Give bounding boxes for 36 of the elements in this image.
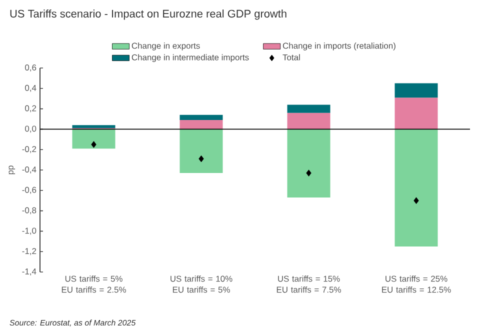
x-tick-label: US tariffs = 15% EU tariffs = 7.5% xyxy=(276,276,341,293)
legend-label: Total xyxy=(282,54,300,60)
x-tick-label: US tariffs = 10% EU tariffs = 5% xyxy=(170,276,232,293)
bar xyxy=(180,114,223,120)
bar xyxy=(72,125,116,128)
bar xyxy=(287,104,330,113)
y-tick-label: -0,8 xyxy=(22,207,36,214)
bar xyxy=(180,129,223,174)
y-tick-label: -0,6 xyxy=(22,186,36,194)
bar xyxy=(394,83,438,98)
y-axis-title: pp xyxy=(8,166,16,174)
chart-title: US Tariffs scenario - Impact on Eurozne real GDP growth xyxy=(10,10,286,20)
bar xyxy=(394,98,438,130)
y-tick-label: -1,2 xyxy=(22,248,36,256)
legend-label: Change in imports (retaliation) xyxy=(282,42,396,50)
bar xyxy=(180,120,223,130)
y-tick-label: -0,4 xyxy=(22,166,36,174)
y-tick-label: 0,0 xyxy=(25,126,36,133)
y-tick-label: -1,0 xyxy=(22,228,36,235)
legend-label: Change in intermediate imports xyxy=(132,54,249,62)
bar xyxy=(72,129,116,149)
y-tick-label: 0,6 xyxy=(25,64,36,72)
bar xyxy=(394,129,438,246)
point xyxy=(306,170,312,176)
y-tick-label: -1,4 xyxy=(22,268,36,276)
point xyxy=(91,141,96,148)
bar xyxy=(287,129,330,198)
y-tick-label: -0,2 xyxy=(22,146,36,154)
y-tick-label: 0,4 xyxy=(25,84,36,92)
point xyxy=(414,197,419,204)
legend-label: Change in exports xyxy=(132,42,200,50)
x-tick-label: US tariffs = 25% EU tariffs = 12.5% xyxy=(382,276,451,293)
x-tick-label: US tariffs = 5% EU tariffs = 2.5% xyxy=(62,276,126,293)
point xyxy=(198,155,204,162)
y-tick-label: 0,2 xyxy=(25,105,36,112)
bar xyxy=(287,112,330,130)
